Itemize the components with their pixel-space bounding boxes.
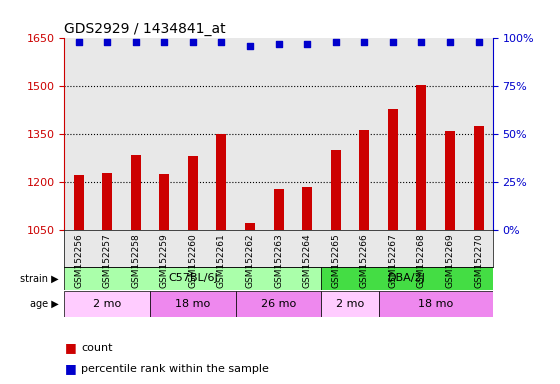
Point: [274, 41, 283, 47]
Bar: [474, 126, 483, 384]
Point: [331, 39, 340, 45]
Text: GSM152260: GSM152260: [188, 233, 198, 288]
Text: 2 mo: 2 mo: [93, 299, 122, 309]
Bar: [274, 189, 283, 384]
Bar: [150, 291, 236, 317]
Bar: [379, 291, 493, 317]
Bar: [188, 156, 198, 384]
Bar: [360, 130, 369, 384]
Point: [302, 41, 311, 47]
Text: GSM152256: GSM152256: [74, 233, 83, 288]
Text: GSM152263: GSM152263: [274, 233, 283, 288]
Text: 18 mo: 18 mo: [418, 299, 453, 309]
Bar: [160, 174, 169, 384]
Text: GSM152268: GSM152268: [417, 233, 426, 288]
Bar: [417, 85, 426, 384]
Text: ■: ■: [64, 341, 76, 354]
Text: 26 mo: 26 mo: [261, 299, 296, 309]
Text: GSM152267: GSM152267: [388, 233, 398, 288]
Bar: [388, 109, 398, 384]
Text: GSM152265: GSM152265: [331, 233, 340, 288]
Text: age ▶: age ▶: [30, 299, 59, 309]
Text: GSM152258: GSM152258: [131, 233, 141, 288]
Bar: [445, 131, 455, 384]
Bar: [321, 291, 379, 317]
Point: [360, 39, 368, 45]
Point: [103, 39, 112, 45]
Text: ■: ■: [64, 362, 76, 375]
Bar: [302, 187, 312, 384]
Text: C57BL/6J: C57BL/6J: [168, 273, 218, 283]
Point: [188, 39, 198, 45]
Point: [474, 39, 483, 45]
Point: [417, 39, 426, 45]
Point: [245, 43, 254, 49]
Bar: [217, 134, 226, 384]
Bar: [331, 151, 340, 384]
Point: [160, 39, 169, 45]
Bar: [64, 267, 321, 290]
Point: [217, 39, 226, 45]
Text: GSM152270: GSM152270: [474, 233, 483, 288]
Text: GSM152261: GSM152261: [217, 233, 226, 288]
Text: GSM152266: GSM152266: [360, 233, 369, 288]
Text: GSM152262: GSM152262: [245, 233, 255, 288]
Text: 2 mo: 2 mo: [336, 299, 364, 309]
Text: GSM152269: GSM152269: [445, 233, 455, 288]
Bar: [236, 291, 321, 317]
Point: [388, 39, 397, 45]
Bar: [245, 223, 255, 384]
Text: GSM152264: GSM152264: [302, 233, 312, 288]
Bar: [321, 267, 493, 290]
Text: GSM152257: GSM152257: [102, 233, 112, 288]
Text: GSM152259: GSM152259: [160, 233, 169, 288]
Point: [74, 39, 83, 45]
Bar: [64, 291, 150, 317]
Text: 18 mo: 18 mo: [175, 299, 211, 309]
Point: [446, 39, 455, 45]
Bar: [131, 155, 141, 384]
Text: GDS2929 / 1434841_at: GDS2929 / 1434841_at: [64, 22, 226, 36]
Point: [131, 39, 140, 45]
Text: strain ▶: strain ▶: [20, 273, 59, 283]
Text: DBA/2J: DBA/2J: [388, 273, 426, 283]
Bar: [74, 175, 83, 384]
Bar: [102, 174, 112, 384]
Text: count: count: [81, 343, 113, 353]
Text: percentile rank within the sample: percentile rank within the sample: [81, 364, 269, 374]
